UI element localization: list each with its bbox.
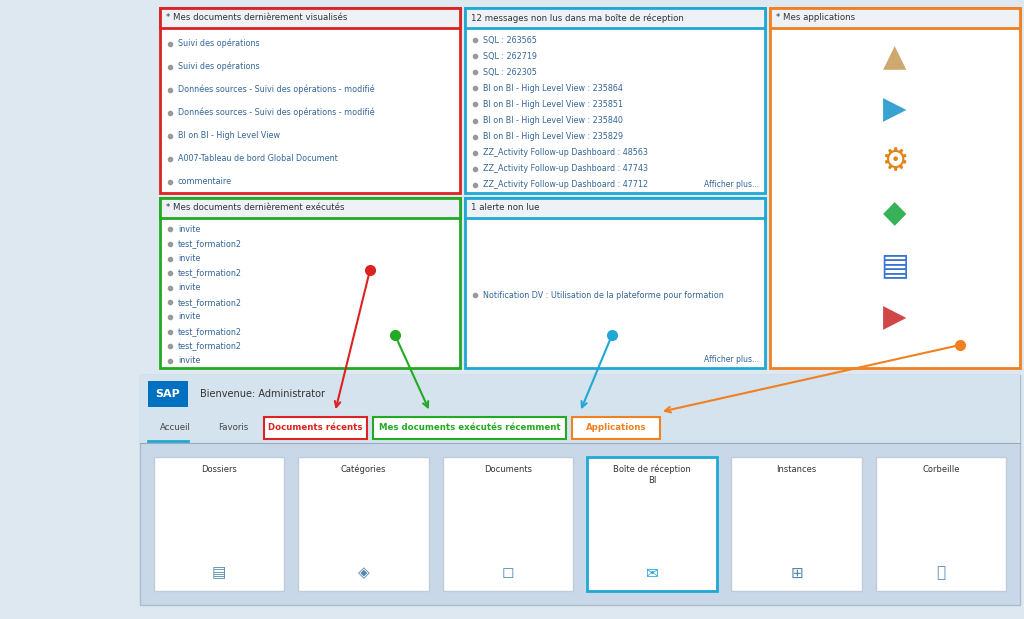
Text: Suivi des opérations: Suivi des opérations xyxy=(178,62,260,71)
Text: Données sources - Suivi des opérations - modifié: Données sources - Suivi des opérations -… xyxy=(178,108,375,117)
FancyBboxPatch shape xyxy=(140,375,1020,605)
FancyBboxPatch shape xyxy=(731,457,861,591)
Text: invite: invite xyxy=(178,254,201,263)
FancyBboxPatch shape xyxy=(264,417,367,439)
Text: 🗑: 🗑 xyxy=(936,566,945,581)
Text: commentaire: commentaire xyxy=(178,177,232,186)
FancyBboxPatch shape xyxy=(465,198,765,218)
Text: Notification DV : Utilisation de la plateforme pour formation: Notification DV : Utilisation de la plat… xyxy=(483,290,724,300)
FancyBboxPatch shape xyxy=(465,8,765,28)
Text: test_formation2: test_formation2 xyxy=(178,298,242,307)
Text: ▤: ▤ xyxy=(881,251,909,280)
FancyBboxPatch shape xyxy=(876,457,1006,591)
Text: * Mes documents dernièrement visualisés: * Mes documents dernièrement visualisés xyxy=(166,14,347,22)
FancyBboxPatch shape xyxy=(587,457,718,591)
Text: ◈: ◈ xyxy=(357,566,370,581)
Text: invite: invite xyxy=(178,313,201,321)
Text: ◻: ◻ xyxy=(502,566,514,581)
FancyBboxPatch shape xyxy=(140,375,1020,413)
Text: invite: invite xyxy=(178,284,201,292)
Text: 12 messages non lus dans ma boîte de réception: 12 messages non lus dans ma boîte de réc… xyxy=(471,13,684,23)
Text: BI on BI - High Level View : 235829: BI on BI - High Level View : 235829 xyxy=(483,132,624,141)
FancyBboxPatch shape xyxy=(160,198,460,218)
FancyBboxPatch shape xyxy=(770,8,1020,368)
Text: test_formation2: test_formation2 xyxy=(178,327,242,336)
Text: Favoris: Favoris xyxy=(218,423,248,433)
Text: BI on BI - High Level View: BI on BI - High Level View xyxy=(178,131,280,140)
FancyBboxPatch shape xyxy=(298,457,429,591)
Text: SQL : 262719: SQL : 262719 xyxy=(483,51,537,61)
Text: ▶: ▶ xyxy=(884,303,906,332)
Text: Documents: Documents xyxy=(483,465,531,474)
Text: A007-Tableau de bord Global Document: A007-Tableau de bord Global Document xyxy=(178,154,338,163)
Text: test_formation2: test_formation2 xyxy=(178,240,242,248)
Text: Données sources - Suivi des opérations - modifié: Données sources - Suivi des opérations -… xyxy=(178,85,375,94)
Text: BI on BI - High Level View : 235851: BI on BI - High Level View : 235851 xyxy=(483,100,623,109)
Text: SAP: SAP xyxy=(156,389,180,399)
FancyBboxPatch shape xyxy=(465,198,765,368)
Text: Dossiers: Dossiers xyxy=(202,465,238,474)
Text: Catégories: Catégories xyxy=(341,465,386,475)
Text: ZZ_Activity Follow-up Dashboard : 48563: ZZ_Activity Follow-up Dashboard : 48563 xyxy=(483,148,648,157)
FancyBboxPatch shape xyxy=(160,198,460,368)
Text: Instances: Instances xyxy=(776,465,816,474)
Text: Afficher plus...: Afficher plus... xyxy=(703,355,759,364)
Text: SQL : 263565: SQL : 263565 xyxy=(483,35,537,45)
FancyBboxPatch shape xyxy=(373,417,566,439)
Text: test_formation2: test_formation2 xyxy=(178,269,242,277)
FancyBboxPatch shape xyxy=(572,417,660,439)
Text: 1 alerte non lue: 1 alerte non lue xyxy=(471,204,540,212)
FancyBboxPatch shape xyxy=(465,8,765,193)
Text: ✉: ✉ xyxy=(646,566,658,581)
Text: ◆: ◆ xyxy=(884,199,906,228)
Text: ZZ_Activity Follow-up Dashboard : 47743: ZZ_Activity Follow-up Dashboard : 47743 xyxy=(483,165,648,173)
FancyBboxPatch shape xyxy=(160,8,460,28)
Text: Documents récents: Documents récents xyxy=(268,423,362,433)
Text: Corbeille: Corbeille xyxy=(922,465,959,474)
Text: * Mes applications: * Mes applications xyxy=(776,14,855,22)
FancyBboxPatch shape xyxy=(770,8,1020,28)
Text: SQL : 262305: SQL : 262305 xyxy=(483,67,537,77)
Text: invite: invite xyxy=(178,356,201,365)
Text: ▶: ▶ xyxy=(884,95,906,124)
Text: Afficher plus...: Afficher plus... xyxy=(703,180,759,189)
Text: ⊞: ⊞ xyxy=(791,566,803,581)
Text: Mes documents exécutés récemment: Mes documents exécutés récemment xyxy=(379,423,560,433)
FancyBboxPatch shape xyxy=(154,457,285,591)
Text: BI on BI - High Level View : 235840: BI on BI - High Level View : 235840 xyxy=(483,116,623,125)
Text: Bienvenue: Administrator: Bienvenue: Administrator xyxy=(200,389,325,399)
Text: test_formation2: test_formation2 xyxy=(178,342,242,350)
Text: * Mes documents dernièrement exécutés: * Mes documents dernièrement exécutés xyxy=(166,204,344,212)
Text: Boîte de réception
BI: Boîte de réception BI xyxy=(613,465,691,485)
FancyBboxPatch shape xyxy=(140,413,1020,443)
FancyBboxPatch shape xyxy=(442,457,573,591)
Text: ⚙: ⚙ xyxy=(882,147,908,176)
Text: BI on BI - High Level View : 235864: BI on BI - High Level View : 235864 xyxy=(483,84,623,93)
Text: ZZ_Activity Follow-up Dashboard : 47712: ZZ_Activity Follow-up Dashboard : 47712 xyxy=(483,181,648,189)
Text: Suivi des opérations: Suivi des opérations xyxy=(178,39,260,48)
FancyBboxPatch shape xyxy=(148,381,188,407)
FancyBboxPatch shape xyxy=(160,8,460,193)
Text: invite: invite xyxy=(178,225,201,234)
Text: Accueil: Accueil xyxy=(160,423,190,433)
Text: Applications: Applications xyxy=(586,423,646,433)
Text: ▲: ▲ xyxy=(884,43,906,72)
Text: ▤: ▤ xyxy=(212,566,226,581)
